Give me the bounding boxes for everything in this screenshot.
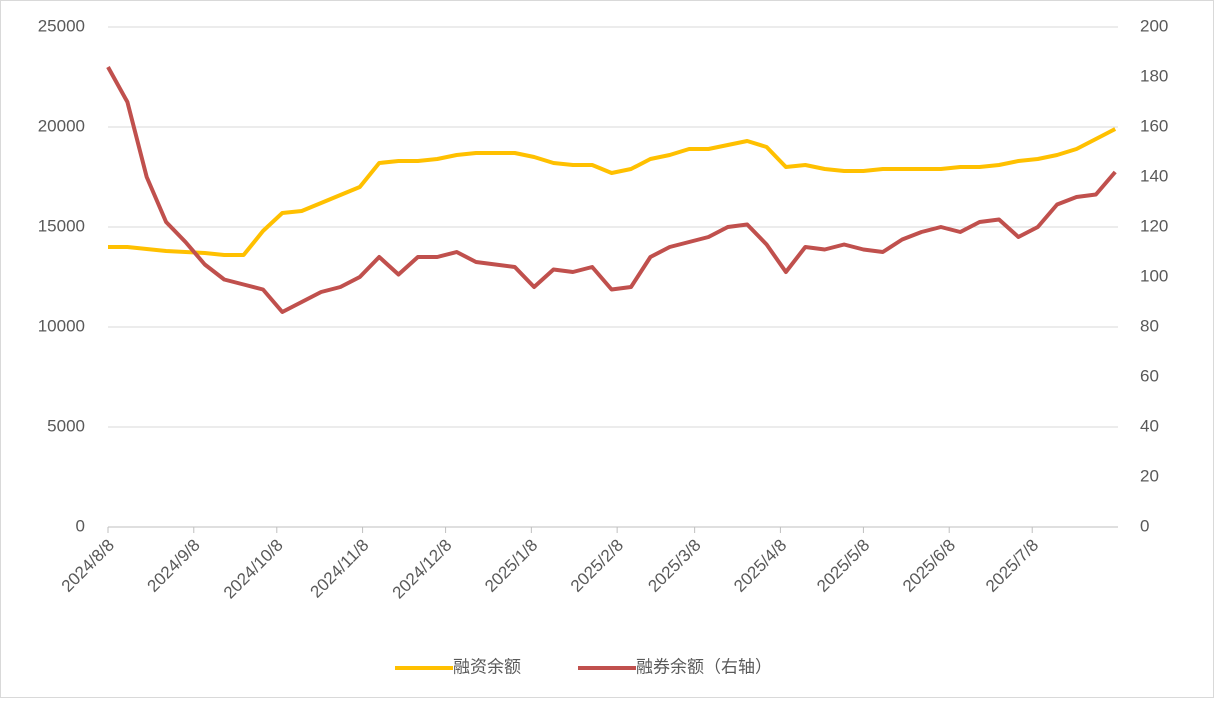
legend-label: 融资余额 xyxy=(453,657,521,676)
y2-tick-label: 180 xyxy=(1140,66,1168,85)
y2-tick-label: 0 xyxy=(1140,516,1149,535)
y2-tick-label: 140 xyxy=(1140,166,1168,185)
y-tick-label: 10000 xyxy=(38,316,85,335)
y2-tick-label: 160 xyxy=(1140,116,1168,135)
y2-tick-label: 100 xyxy=(1140,266,1168,285)
y2-tick-label: 120 xyxy=(1140,216,1168,235)
y2-tick-label: 80 xyxy=(1140,316,1159,335)
y-tick-label: 15000 xyxy=(38,216,85,235)
legend-label: 融券余额（右轴） xyxy=(636,657,772,676)
y-tick-label: 20000 xyxy=(38,116,85,135)
y-tick-label: 0 xyxy=(76,516,85,535)
y-tick-label: 25000 xyxy=(38,16,85,35)
y2-tick-label: 60 xyxy=(1140,366,1159,385)
series-line xyxy=(106,66,1117,314)
y2-tick-label: 40 xyxy=(1140,416,1159,435)
series-line xyxy=(108,127,1117,257)
y2-tick-label: 200 xyxy=(1140,16,1168,35)
y-tick-label: 5000 xyxy=(47,416,85,435)
y2-tick-label: 20 xyxy=(1140,466,1159,485)
